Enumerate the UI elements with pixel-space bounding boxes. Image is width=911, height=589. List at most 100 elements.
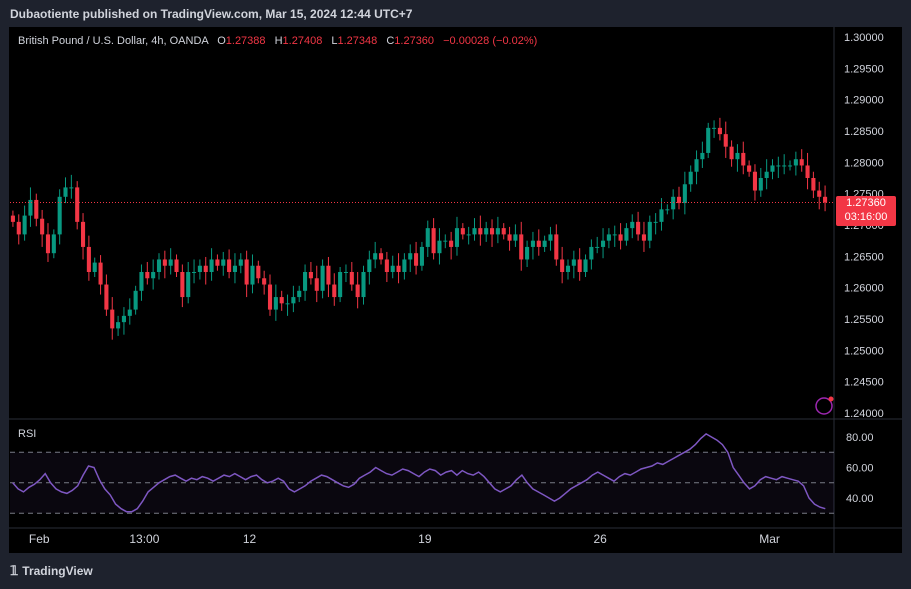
candle-body: [378, 253, 384, 260]
candle-body: [373, 253, 378, 260]
rsi-label[interactable]: RSI: [18, 428, 37, 440]
last-price: 1.27360: [846, 197, 886, 209]
candle-body: [104, 284, 109, 310]
candle-body: [367, 259, 372, 272]
candle-body: [454, 228, 460, 247]
candle-body: [601, 240, 606, 247]
candle-body: [577, 259, 582, 272]
candle-body: [630, 221, 635, 229]
candle-body: [729, 146, 734, 160]
candle-body: [443, 240, 448, 242]
candle-body: [162, 259, 167, 266]
candle-body: [28, 199, 33, 216]
candle-body: [244, 259, 249, 285]
candle-body: [402, 259, 407, 272]
high-value: 1.27408: [282, 35, 323, 47]
rsi-tick-label: 80.00: [846, 432, 874, 444]
candle-body: [671, 196, 676, 210]
candle-body: [279, 297, 284, 304]
time-tick-label: 26: [593, 532, 607, 546]
candle-body: [712, 127, 717, 129]
price-tick-label: 1.29500: [844, 63, 884, 75]
close-value: 1.27360: [394, 35, 435, 47]
high-label: H: [274, 35, 283, 47]
candle-body: [10, 215, 15, 222]
candle-body: [758, 178, 763, 191]
candle-body: [460, 228, 465, 235]
candle-body: [723, 134, 728, 147]
candle-body: [478, 228, 483, 235]
low-value: 1.27348: [337, 35, 378, 47]
candle-body: [647, 221, 652, 241]
candle-body: [706, 127, 711, 153]
candle-body: [764, 171, 769, 178]
candle-body: [390, 265, 395, 272]
candle-body: [273, 297, 278, 310]
symbol-title[interactable]: British Pound / U.S. Dollar, 4h, OANDA: [18, 35, 209, 47]
candle-body: [752, 171, 758, 191]
candle-body: [308, 272, 313, 279]
rsi-line: [12, 432, 826, 513]
candle-body: [63, 187, 68, 197]
footer[interactable]: 𝟙 TradingView: [10, 563, 93, 579]
chart-panel[interactable]: [9, 27, 902, 553]
candle-body: [741, 152, 746, 166]
time-tick-label: Feb: [29, 532, 50, 546]
candle-body: [22, 215, 27, 235]
candle-body: [682, 184, 687, 204]
candle-body: [355, 284, 360, 298]
candle-body: [414, 253, 419, 266]
candle-body: [817, 190, 822, 197]
candle-body: [69, 187, 74, 189]
candle-body: [92, 262, 97, 272]
candle-body: [437, 240, 442, 254]
candle-body: [425, 228, 430, 247]
tradingview-logo-icon: 𝟙: [10, 563, 19, 578]
candle-body: [361, 272, 366, 298]
candle-body: [250, 265, 255, 285]
candle-body: [80, 221, 86, 247]
candle-body: [542, 240, 547, 247]
open-label: O: [217, 35, 226, 47]
candle-body: [320, 265, 325, 291]
candle-body: [156, 259, 162, 272]
candle-body: [262, 278, 267, 285]
candle-body: [408, 253, 413, 260]
price-tick-label: 1.25500: [844, 314, 884, 326]
candle-body: [203, 265, 208, 272]
candle-body: [823, 196, 828, 203]
candle-body: [338, 272, 343, 298]
candle-body: [192, 272, 197, 273]
price-tick-label: 1.28000: [844, 157, 884, 169]
candle-body: [151, 272, 156, 279]
candle-body: [267, 284, 273, 310]
change-value: −0.00028 (−0.02%): [443, 35, 538, 47]
rsi-band-background: [10, 452, 834, 514]
candle-body: [700, 152, 705, 160]
candle-body: [174, 259, 179, 272]
candle-body: [507, 234, 512, 241]
candle-body: [256, 265, 261, 279]
candle-body: [770, 165, 775, 172]
price-tick-label: 1.30000: [844, 32, 884, 44]
candle-body: [221, 259, 226, 266]
candle-body: [384, 259, 389, 272]
candle-body: [495, 228, 500, 235]
price-tick-label: 1.24000: [844, 408, 884, 420]
candle-body: [343, 272, 349, 273]
candle-body: [139, 272, 144, 291]
bar-countdown: 03:16:00: [844, 211, 888, 223]
price-tick-label: 1.25000: [844, 345, 884, 357]
candle-body: [530, 240, 535, 247]
candle-body: [624, 228, 629, 241]
lightning-icon[interactable]: [815, 397, 833, 415]
candle-body: [16, 221, 21, 235]
candle-body: [548, 234, 553, 241]
close-label: C: [386, 35, 395, 47]
candle-body: [536, 240, 541, 247]
candle-body: [676, 196, 682, 204]
notification-dot: [828, 396, 834, 402]
candle-body: [589, 246, 594, 260]
price-tick-label: 1.26500: [844, 251, 884, 263]
